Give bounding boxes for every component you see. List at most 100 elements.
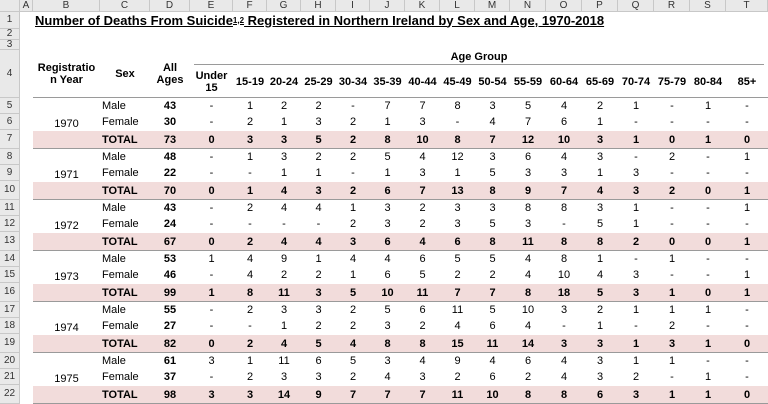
row-header: 17	[0, 302, 20, 318]
header-sex: Sex	[115, 68, 135, 80]
total-row-fill	[33, 131, 768, 148]
age-value: 4	[384, 371, 391, 383]
age-value: -	[706, 269, 710, 281]
age-value: 1	[704, 337, 712, 350]
year: 1971	[54, 168, 79, 181]
age-value: 2	[246, 202, 254, 214]
age-value: 4	[419, 235, 426, 248]
sex: Female	[102, 269, 139, 281]
header-age-band: 15-19	[235, 76, 265, 88]
header-age-band: 80-84	[693, 76, 723, 88]
age-value: -	[706, 355, 710, 367]
age-value: -	[745, 355, 749, 367]
age-value: 9	[280, 253, 288, 265]
age-value: 6	[384, 184, 391, 197]
age-value: 1	[743, 269, 751, 281]
age-value: -	[209, 151, 214, 163]
age-value: 5	[524, 100, 532, 112]
age-value: 1	[743, 286, 751, 299]
row-header: 10	[0, 181, 20, 200]
age-value: -	[209, 116, 214, 128]
year: 1974	[54, 321, 79, 334]
age-value: 2	[315, 100, 322, 112]
age-value: 7	[349, 388, 357, 401]
column-header: T	[726, 0, 768, 12]
column-header: I	[336, 0, 370, 12]
sex: TOTAL	[102, 286, 138, 299]
age-value: 3	[489, 100, 496, 112]
age-value: -	[209, 218, 214, 230]
header-age-band-line: Under	[195, 70, 228, 82]
group-rule	[33, 250, 768, 251]
column-header: N	[510, 0, 546, 12]
age-value: 8	[489, 235, 496, 248]
total-row-fill	[33, 386, 768, 403]
age-value: 2	[349, 304, 357, 316]
row-header: 3	[0, 39, 20, 50]
age-value: 8	[454, 133, 461, 146]
age-value: -	[745, 218, 749, 230]
header-age-band: 60-64	[549, 76, 579, 88]
age-value: 1	[208, 253, 215, 265]
column-header: K	[405, 0, 440, 12]
age-value: -	[706, 218, 710, 230]
age-value: 3	[384, 355, 391, 367]
age-value: 1	[704, 100, 712, 112]
age-value: 11	[486, 337, 499, 350]
age-value: 5	[596, 218, 604, 230]
year: 1970	[54, 117, 79, 130]
age-value: 2	[349, 116, 357, 128]
age-value: 4	[280, 235, 288, 248]
sex: TOTAL	[102, 337, 138, 350]
age-value: 1	[632, 100, 640, 112]
row-header: 16	[0, 283, 20, 302]
age-value: 6	[419, 253, 426, 265]
age-value: 0	[743, 133, 751, 146]
age-value: 1	[743, 202, 751, 214]
age-value: -	[209, 202, 214, 214]
year: 1973	[54, 270, 79, 283]
age-value: 4	[246, 269, 254, 281]
age-value: 1	[246, 100, 254, 112]
age-value: 10	[416, 133, 429, 146]
age-value: 4	[489, 355, 496, 367]
age-value: 1	[246, 184, 254, 197]
age-value: 1	[743, 151, 751, 163]
group-rule	[33, 199, 768, 200]
age-value: 1	[315, 253, 322, 265]
age-value: 5	[454, 253, 461, 265]
age-value: 4	[419, 355, 426, 367]
age-value: 4	[596, 184, 604, 197]
age-value: 1	[315, 167, 322, 179]
row-header: 20	[0, 353, 20, 369]
age-value: 1	[280, 167, 288, 179]
age-value: 3	[208, 388, 215, 401]
age-value: -	[209, 320, 214, 332]
age-value: 2	[668, 320, 676, 332]
age-value: 13	[451, 184, 464, 197]
age-value: 6	[489, 320, 496, 332]
age-value: 4	[560, 371, 568, 383]
age-value: 14	[277, 388, 291, 401]
age-value: 2	[315, 151, 322, 163]
all-ages: 27	[163, 320, 177, 332]
sex: TOTAL	[102, 235, 138, 248]
age-value: 6	[384, 235, 391, 248]
age-value: 3	[596, 151, 604, 163]
age-value: 4	[280, 184, 288, 197]
header-age-band: Under 15	[190, 66, 233, 98]
age-value: 2	[596, 304, 604, 316]
age-value: 0	[208, 133, 215, 146]
age-value: -	[745, 371, 749, 383]
all-ages: 99	[163, 286, 177, 299]
age-value: 5	[384, 304, 391, 316]
column-header: R	[654, 0, 690, 12]
age-value: 3	[632, 388, 640, 401]
age-value: 1	[668, 355, 676, 367]
age-value: 2	[349, 184, 357, 197]
age-group-rule	[194, 64, 764, 65]
row-header: 8	[0, 149, 20, 165]
age-value: 2	[246, 337, 254, 350]
age-value: 6	[524, 355, 532, 367]
